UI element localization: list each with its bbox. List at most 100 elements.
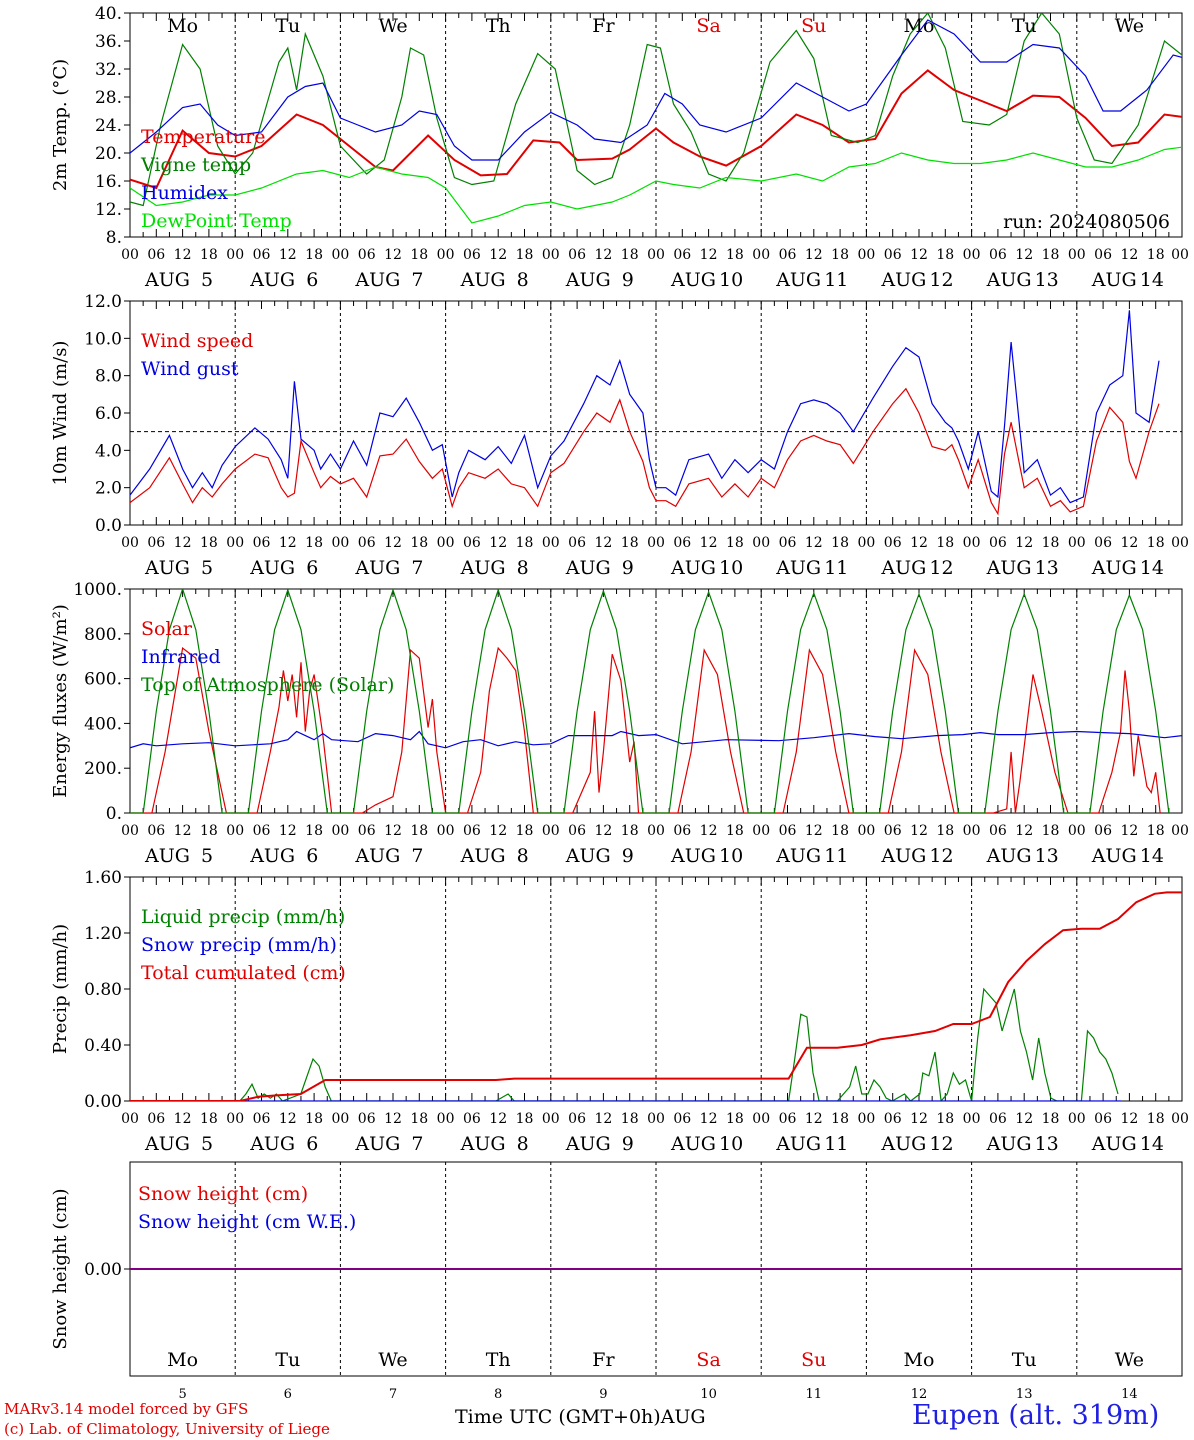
y-tick-label: 12.0: [84, 292, 122, 312]
y-tick-label: 16.: [95, 172, 122, 192]
hour-tick-label: 18: [200, 823, 218, 839]
legend-entry: Liquid precip (mm/h): [141, 906, 345, 928]
hour-tick-label: 12: [1015, 247, 1033, 263]
date-day-label: 11: [824, 269, 848, 291]
hour-tick-label: 00: [121, 247, 139, 263]
date-day-label: 12: [929, 269, 953, 291]
hour-tick-label: 06: [673, 823, 691, 839]
date-day-label: 14: [1140, 1133, 1164, 1155]
hour-tick-label: 18: [1147, 247, 1165, 263]
y-tick-label: 0.00: [84, 1092, 122, 1112]
hour-tick-label: 00: [226, 823, 244, 839]
y-tick-label: 6.0: [95, 404, 122, 424]
hour-tick-label: 18: [726, 1111, 744, 1127]
series-solar: [130, 646, 1161, 813]
y-tick-label: 8.: [106, 228, 122, 248]
date-day-label: 11: [824, 557, 848, 579]
hour-tick-label: 18: [831, 535, 849, 551]
date-month-label: AUG: [460, 845, 506, 867]
weekday-label: Th: [486, 15, 511, 37]
date-day-label: 13: [1035, 845, 1059, 867]
hour-tick-label: 00: [437, 247, 455, 263]
hour-tick-label: 06: [779, 1111, 797, 1127]
y-tick-label: 4.0: [95, 441, 122, 461]
hour-tick-label: 06: [463, 247, 481, 263]
hour-tick-label: 18: [936, 823, 954, 839]
hour-tick-label: 06: [989, 823, 1007, 839]
hour-tick-label: 00: [963, 247, 981, 263]
date-day-label: 7: [411, 269, 423, 291]
hour-tick-label: 06: [673, 247, 691, 263]
weekday-label: Fr: [592, 1349, 615, 1371]
date-day-label: 9: [622, 269, 634, 291]
hour-tick-label: 06: [884, 823, 902, 839]
hour-tick-label: 00: [1068, 535, 1086, 551]
date-month-label: AUG: [565, 1133, 611, 1155]
hour-tick-label: 00: [331, 1111, 349, 1127]
hour-tick-label: 18: [621, 1111, 639, 1127]
date-day-label: 7: [389, 1387, 397, 1402]
panel-1: 8. 12. 16. 20. 24. 28. 32. 36. 40. 2m Temp. (°C) T…: [50, 4, 1189, 291]
series-humidex: [130, 19, 1182, 161]
hour-tick-label: 18: [831, 823, 849, 839]
hour-tick-label: 12: [384, 247, 402, 263]
hour-tick-label: 00: [857, 823, 875, 839]
y-tick-label: 12.: [95, 200, 122, 220]
series-liquid-precip-mm-h: [130, 987, 1119, 1101]
hour-tick-label: 12: [1120, 823, 1138, 839]
hour-tick-label: 00: [331, 247, 349, 263]
y-tick-label: 400.: [84, 714, 122, 734]
hour-tick-label: 18: [936, 535, 954, 551]
hour-tick-label: 12: [910, 535, 928, 551]
hour-tick-label: 18: [200, 247, 218, 263]
hour-tick-label: 12: [1015, 1111, 1033, 1127]
hour-tick-label: 12: [594, 1111, 612, 1127]
date-month-label: AUG: [249, 1133, 295, 1155]
y-tick-label: 20.: [95, 144, 122, 164]
hour-tick-label: 18: [621, 247, 639, 263]
date-day-label: 5: [178, 1387, 186, 1402]
date-month-label: AUG: [144, 845, 190, 867]
date-day-label: 9: [599, 1387, 607, 1402]
hour-tick-label: 12: [279, 247, 297, 263]
hour-tick-label: 00: [752, 247, 770, 263]
date-month-label: AUG: [880, 269, 926, 291]
hour-tick-label: 18: [1147, 1111, 1165, 1127]
date-day-label: 14: [1140, 557, 1164, 579]
date-month-label: AUG: [880, 1133, 926, 1155]
hour-tick-label: 18: [1042, 1111, 1060, 1127]
date-day-label: 13: [1035, 557, 1059, 579]
weekday-label: Mo: [167, 15, 198, 37]
series-top-of-atmosphere-solar: [130, 589, 1170, 813]
hour-tick-label: 06: [884, 247, 902, 263]
hour-tick-label: 06: [673, 1111, 691, 1127]
y-tick-label: 8.0: [95, 367, 122, 387]
hour-tick-label: 00: [437, 535, 455, 551]
hour-tick-label: 18: [1042, 535, 1060, 551]
date-day-label: 8: [494, 1387, 502, 1402]
weekday-label: Tu: [275, 15, 300, 37]
date-day-label: 10: [700, 1387, 717, 1402]
weekday-label: Tu: [1012, 15, 1037, 37]
hour-tick-label: 12: [700, 535, 718, 551]
date-day-label: 6: [306, 557, 318, 579]
date-day-label: 5: [201, 557, 213, 579]
date-month-label: AUG: [144, 1133, 190, 1155]
hour-tick-label: 12: [910, 1111, 928, 1127]
date-day-label: 13: [1016, 1387, 1033, 1402]
y-axis-title: Snow height (cm): [50, 1188, 71, 1349]
hour-tick-label: 00: [121, 1111, 139, 1127]
hour-tick-label: 00: [1068, 1111, 1086, 1127]
date-day-label: 11: [824, 845, 848, 867]
date-day-label: 10: [719, 845, 743, 867]
series-dewpoint-temp: [130, 146, 1182, 224]
date-month-label: AUG: [460, 557, 506, 579]
y-axis-title: 10m Wind (m/s): [50, 341, 71, 486]
hour-tick-label: 18: [621, 535, 639, 551]
hour-tick-label: 12: [1120, 247, 1138, 263]
hour-tick-label: 12: [700, 1111, 718, 1127]
hour-tick-label: 00: [963, 1111, 981, 1127]
date-day-label: 12: [929, 557, 953, 579]
hour-tick-label: 18: [1042, 823, 1060, 839]
